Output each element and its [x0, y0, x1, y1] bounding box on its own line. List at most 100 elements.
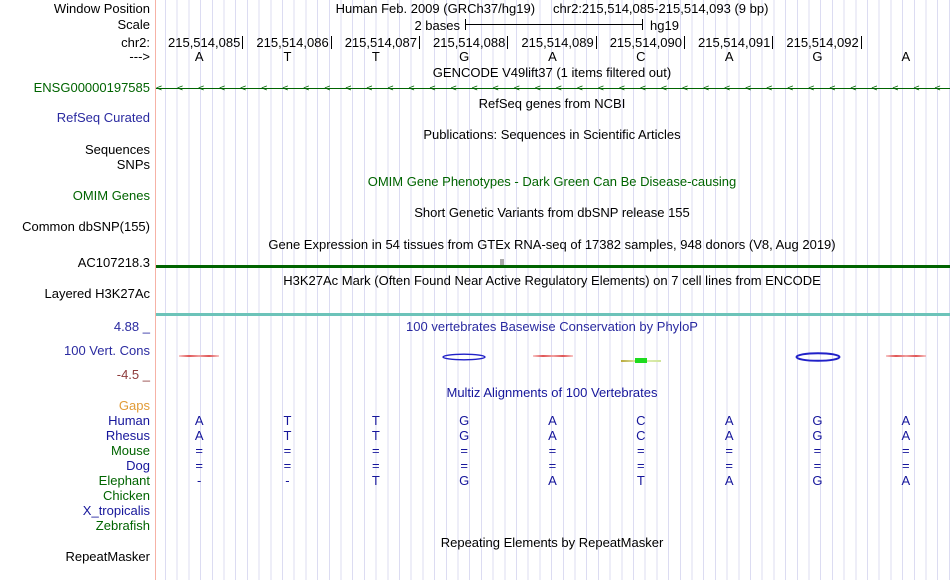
species-label-human[interactable]: Human	[108, 413, 150, 428]
track-title-refseq[interactable]: RefSeq genes from NCBI	[478, 96, 626, 111]
species-label-elephant[interactable]: Elephant	[98, 473, 150, 488]
phylop-green-dot	[634, 358, 647, 363]
track-title-gencode[interactable]: GENCODE V49lift37 (1 items filtered out)	[432, 65, 672, 80]
species-label-mouse[interactable]: Mouse	[110, 443, 150, 458]
gene-label-gtex-item[interactable]: AC107218.3	[77, 255, 150, 270]
alignment-cell: =	[283, 443, 292, 458]
alignment-cell: =	[902, 443, 910, 458]
gene-label-ensg[interactable]: ENSG00000197585	[33, 80, 150, 95]
alignment-cell: =	[460, 458, 468, 473]
chromosome-label: chr2:	[121, 35, 150, 50]
alignment-cell: T	[283, 413, 292, 428]
alignment-cell: =	[372, 458, 380, 473]
gencode-transcript-reverse-strand-arrows[interactable]: < < < < < < < < < < < < < < < < < < < < …	[156, 83, 950, 94]
alignment-cell: =	[195, 458, 203, 473]
species-label-rhesus[interactable]: Rhesus	[105, 428, 150, 443]
base-position-gridlines	[155, 0, 950, 580]
phylop-positive-mark	[795, 350, 841, 362]
track-title-publications[interactable]: Publications: Sequences in Scientific Ar…	[423, 127, 681, 142]
sequence-base: A	[194, 49, 204, 64]
sequence-base: A	[901, 49, 911, 64]
track-label-layered-h3k27ac[interactable]: Layered H3K27Ac	[44, 286, 150, 301]
alignment-cell: G	[459, 413, 470, 428]
track-label-refseq-curated[interactable]: RefSeq Curated	[56, 110, 150, 125]
alignment-cell: G	[459, 473, 470, 488]
alignment-cell: A	[901, 413, 911, 428]
alignment-cell: T	[283, 428, 292, 443]
alignment-cell: =	[637, 458, 645, 473]
alignment-cell: T	[371, 473, 380, 488]
alignment-cell: G	[812, 428, 823, 443]
species-label-gaps[interactable]: Gaps	[118, 398, 150, 413]
alignment-cell: -	[285, 473, 290, 488]
alignment-cell: T	[636, 473, 645, 488]
coordinate-tick: 215,514,090	[564, 36, 685, 49]
sequence-base: T	[283, 49, 292, 64]
alignment-cell: =	[372, 443, 380, 458]
alignment-cell: C	[636, 428, 646, 443]
scale-value: 2 bases	[414, 18, 460, 33]
coordinate-tick: 215,514,087	[299, 36, 420, 49]
phylop-negative-mark	[532, 355, 573, 357]
alignment-cell: -	[196, 473, 202, 488]
alignment-cell: =	[548, 458, 557, 473]
conservation-scale-max: 4.88 _	[113, 319, 150, 334]
species-label-dog[interactable]: Dog	[126, 458, 150, 473]
layered-h3k27ac-signal-line[interactable]	[156, 313, 950, 316]
species-label-x_tropicalis[interactable]: X_tropicalis	[82, 503, 150, 518]
species-label-chicken[interactable]: Chicken	[103, 488, 150, 503]
alignment-cell: A	[194, 428, 204, 443]
alignment-cell: A	[724, 473, 734, 488]
alignment-cell: T	[371, 428, 380, 443]
alignment-cell: G	[459, 428, 470, 443]
coordinate-tick: 215,514,089	[476, 36, 597, 49]
alignment-cell: =	[902, 458, 910, 473]
strand-direction-label: --->	[129, 49, 150, 64]
sequence-base: A	[548, 49, 557, 64]
species-label-zebrafish[interactable]: Zebrafish	[95, 518, 150, 533]
sequence-base: G	[459, 49, 470, 64]
alignment-cell: =	[460, 443, 468, 458]
track-title-phylop[interactable]: 100 vertebrates Basewise Conservation by…	[406, 319, 698, 334]
scale-label: Scale	[117, 17, 150, 32]
gtex-gene-model-line[interactable]	[156, 265, 950, 268]
scale-bar	[465, 19, 643, 30]
phylop-negative-mark	[885, 355, 926, 357]
alignment-cell: G	[812, 473, 823, 488]
coordinate-tick: 215,514,086	[211, 36, 332, 49]
position-range: chr2:215,514,085-215,514,093 (9 bp)	[553, 1, 769, 16]
coordinate-tick: 215,514,091	[652, 36, 774, 49]
alignment-cell: =	[813, 458, 822, 473]
alignment-cell: =	[283, 458, 292, 473]
alignment-cell: A	[548, 428, 557, 443]
coordinate-tick: 215,514,092	[741, 36, 862, 49]
alignment-cell: =	[637, 443, 645, 458]
track-title-gtex[interactable]: Gene Expression in 54 tissues from GTEx …	[268, 237, 836, 252]
track-title-multiz[interactable]: Multiz Alignments of 100 Vertebrates	[446, 385, 658, 400]
track-label-common-dbsnp[interactable]: Common dbSNP(155)	[22, 219, 150, 234]
track-title-h3k27ac[interactable]: H3K27Ac Mark (Often Found Near Active Re…	[283, 273, 821, 288]
alignment-cell: =	[725, 443, 733, 458]
gtex-gene-model-tick	[500, 259, 504, 265]
window-position-label: Window Position	[53, 1, 150, 16]
window-position-value: Human Feb. 2009 (GRCh37/hg19) chr2:215,51…	[156, 2, 948, 16]
track-title-omim[interactable]: OMIM Gene Phenotypes - Dark Green Can Be…	[367, 174, 737, 189]
track-label-snps[interactable]: SNPs	[116, 157, 150, 172]
track-title-repeatmasker[interactable]: Repeating Elements by RepeatMasker	[440, 535, 664, 550]
track-title-dbsnp[interactable]: Short Genetic Variants from dbSNP releas…	[414, 205, 690, 220]
alignment-cell: A	[194, 413, 204, 428]
alignment-cell: =	[813, 443, 822, 458]
track-label-omim-genes[interactable]: OMIM Genes	[72, 188, 150, 203]
alignment-cell: =	[195, 443, 203, 458]
alignment-cell: A	[724, 413, 734, 428]
track-label-sequences[interactable]: Sequences	[84, 142, 150, 157]
assembly-title: Human Feb. 2009 (GRCh37/hg19)	[335, 1, 536, 16]
alignment-cell: =	[548, 443, 557, 458]
track-label-100-vert-cons[interactable]: 100 Vert. Cons	[64, 343, 150, 358]
window-start-marker-line	[155, 0, 156, 580]
sequence-base: G	[812, 49, 823, 64]
phylop-negative-mark	[179, 355, 220, 357]
alignment-cell: C	[636, 413, 646, 428]
track-label-repeatmasker[interactable]: RepeatMasker	[65, 549, 150, 564]
